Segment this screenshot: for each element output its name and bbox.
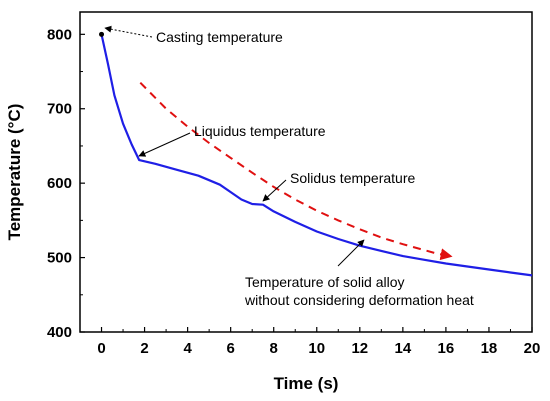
y-tick-label: 700	[47, 101, 72, 118]
x-tick-label: 0	[97, 340, 105, 357]
series-cooling-curve	[100, 34, 533, 277]
x-tick-label: 18	[481, 340, 498, 357]
x-tick-label: 10	[308, 340, 325, 357]
annotation-solid-alloy-line2: without considering deformation heat	[244, 292, 474, 308]
x-tick-label: 20	[524, 340, 541, 357]
x-tick-label: 8	[270, 340, 278, 357]
plot-frame	[79, 11, 533, 333]
y-axis-ticks: 400 500 600 700 800	[47, 26, 85, 341]
casting-leader	[104, 25, 153, 38]
casting-point-marker	[99, 31, 105, 37]
series-dashed-trend-line	[139, 81, 453, 261]
x-axis-title: Time (s)	[274, 374, 339, 393]
x-tick-label: 2	[140, 340, 148, 357]
x-tick-label: 4	[183, 340, 192, 357]
solid-alloy-leader	[337, 239, 365, 267]
y-tick-label: 500	[47, 250, 72, 267]
annotation-solid-alloy-line1: Temperature of solid alloy	[245, 274, 405, 290]
annotation-liquidus: Liquidus temperature	[194, 123, 326, 139]
x-tick-label: 6	[226, 340, 234, 357]
liquidus-leader	[138, 132, 191, 157]
y-axis-title: Temperature (°C)	[5, 104, 24, 241]
annotation-solidus: Solidus temperature	[290, 170, 416, 186]
y-tick-label: 400	[47, 324, 72, 341]
x-tick-label: 14	[395, 340, 412, 357]
y-tick-label: 600	[47, 175, 72, 192]
solidus-leader	[262, 179, 287, 202]
annotation-casting: Casting temperature	[156, 29, 283, 45]
x-tick-label: 12	[351, 340, 368, 357]
x-tick-label: 16	[438, 340, 455, 357]
y-tick-label: 800	[47, 26, 72, 43]
series-layer	[99, 31, 533, 277]
x-axis-ticks: 0 2 4 6 8 10 12 14 16 18 20	[97, 327, 540, 357]
